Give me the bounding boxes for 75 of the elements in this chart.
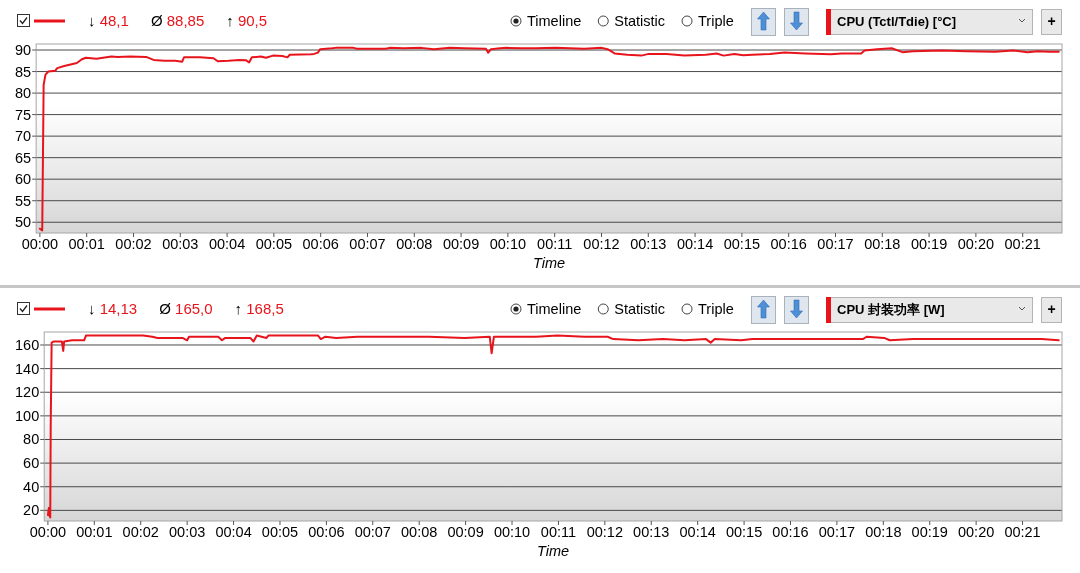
- x-tick-label: 00:21: [1004, 236, 1041, 252]
- x-tick-label: 00:01: [76, 524, 113, 540]
- x-tick-label: 00:13: [633, 524, 670, 540]
- x-tick-label: 00:11: [537, 236, 573, 252]
- x-tick-label: 00:09: [447, 524, 484, 540]
- y-tick-label: 160: [15, 336, 40, 353]
- text: Statistic: [614, 301, 666, 317]
- x-tick-label: 00:02: [122, 524, 159, 540]
- x-tick-label: 00:00: [21, 236, 59, 252]
- x-tick-label: 00:04: [215, 524, 252, 540]
- x-tick-label: 00:14: [679, 524, 716, 540]
- text: Triple: [698, 13, 734, 29]
- y-tick-label: 50: [15, 214, 32, 231]
- x-tick-label: 00:07: [349, 236, 386, 252]
- y-tick-label: 70: [15, 128, 32, 145]
- x-tick-label: 00:17: [818, 524, 856, 540]
- button: +: [1041, 297, 1062, 323]
- y-tick-label: 120: [15, 384, 40, 401]
- text: Triple: [698, 301, 734, 317]
- x-tick-label: 00:15: [723, 236, 761, 252]
- x-tick-label: 00:05: [261, 524, 299, 540]
- legend-label: CPU 封装功率 [W]: [837, 302, 945, 317]
- y-tick-label: 60: [15, 171, 32, 188]
- x-tick-label: 00:09: [442, 236, 480, 252]
- button: +: [1041, 9, 1062, 35]
- y-tick-label: 60: [23, 455, 40, 472]
- x-tick-label: 00:12: [583, 236, 620, 252]
- text: Statistic: [614, 13, 666, 29]
- y-tick-label: 40: [23, 478, 40, 495]
- y-tick-label: 75: [15, 106, 32, 123]
- x-tick-label: 00:19: [911, 524, 948, 540]
- y-tick-label: 100: [15, 407, 40, 424]
- dropdown: CPU 封装功率 [W]: [826, 297, 1033, 323]
- y-tick-label: 140: [15, 360, 40, 377]
- text: Timeline: [527, 13, 582, 29]
- y-tick-label: 90: [15, 42, 32, 59]
- x-tick-label: 00:11: [540, 524, 577, 540]
- x-tick-label: 00:08: [396, 236, 433, 252]
- x-tick-label: 00:02: [115, 236, 152, 252]
- x-axis-title: Time: [537, 543, 570, 559]
- x-tick-label: 00:03: [162, 236, 199, 252]
- x-tick-label: 00:20: [957, 524, 995, 540]
- y-tick-label: 85: [15, 63, 32, 80]
- dropdown: CPU (Tctl/Tdie) [°C]: [826, 9, 1033, 35]
- x-tick-label: 00:06: [308, 524, 345, 540]
- y-tick-label: 80: [23, 431, 40, 448]
- legend-label: CPU (Tctl/Tdie) [°C]: [837, 14, 957, 29]
- x-tick-label: 00:12: [586, 524, 623, 540]
- x-tick-label: 00:15: [725, 524, 763, 540]
- y-tick-label: 55: [15, 192, 32, 209]
- y-tick-label: 80: [15, 85, 32, 102]
- x-tick-label: 00:18: [864, 236, 901, 252]
- x-tick-label: 00:06: [302, 236, 339, 252]
- x-tick-label: 00:19: [910, 236, 948, 252]
- text: Timeline: [527, 301, 582, 317]
- x-tick-label: 00:10: [489, 236, 527, 252]
- x-tick-label: 00:21: [1004, 524, 1041, 540]
- x-tick-label: 00:13: [630, 236, 667, 252]
- x-tick-label: 00:16: [770, 236, 807, 252]
- x-tick-label: 00:20: [957, 236, 995, 252]
- x-axis-title: Time: [533, 255, 566, 271]
- x-tick-label: 00:01: [68, 236, 105, 252]
- x-tick-label: 00:08: [401, 524, 438, 540]
- x-tick-label: 00:04: [208, 236, 246, 252]
- y-tick-label: 20: [23, 502, 40, 519]
- x-tick-label: 00:17: [817, 236, 854, 252]
- x-tick-label: 00:03: [169, 524, 206, 540]
- x-tick-label: 00:05: [255, 236, 293, 252]
- x-tick-label: 00:18: [865, 524, 902, 540]
- x-tick-label: 00:10: [493, 524, 531, 540]
- y-tick-label: 65: [15, 149, 32, 166]
- x-tick-label: 00:00: [29, 524, 67, 540]
- x-tick-label: 00:14: [676, 236, 714, 252]
- x-tick-label: 00:07: [354, 524, 391, 540]
- x-tick-label: 00:16: [772, 524, 809, 540]
